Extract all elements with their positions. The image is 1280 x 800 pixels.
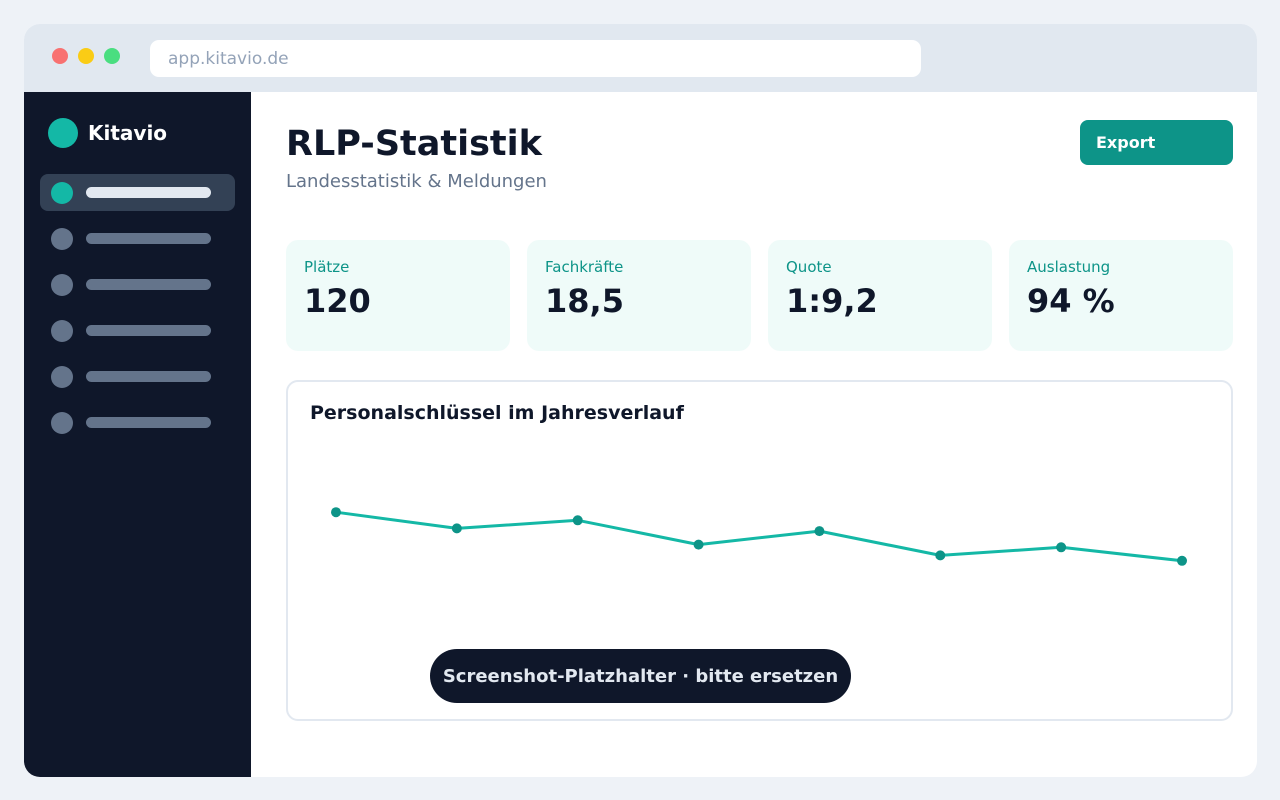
chart-card: Personalschlüssel im Jahresverlauf Scree…: [286, 380, 1233, 721]
kpi-label: Fachkräfte: [545, 258, 624, 276]
minimize-window-dot[interactable]: [78, 48, 94, 64]
sidebar-item-icon: [51, 366, 73, 388]
kpi-label: Plätze: [304, 258, 350, 276]
sidebar-item-4[interactable]: [40, 312, 235, 349]
sidebar-item-3[interactable]: [40, 266, 235, 303]
kpi-card-fachkraefte: Fachkräfte 18,5: [527, 240, 751, 351]
sidebar-item-6[interactable]: [40, 404, 235, 441]
chart-point-3: [572, 515, 583, 526]
sidebar-item-label-placeholder: [86, 279, 211, 290]
brand[interactable]: Kitavio: [48, 118, 167, 148]
kpi-label: Auslastung: [1027, 258, 1111, 276]
export-button[interactable]: Export: [1080, 120, 1233, 165]
kpi-value: 18,5: [545, 282, 624, 320]
kpi-card-plaetze: Plätze 120: [286, 240, 510, 351]
chart-point-5: [814, 526, 825, 537]
sidebar-item-2[interactable]: [40, 220, 235, 257]
sidebar-item-icon: [51, 320, 73, 342]
sidebar-item-label-placeholder: [86, 417, 211, 428]
chart-title: Personalschlüssel im Jahresverlauf: [310, 402, 684, 424]
chart-series-line: [335, 510, 1183, 563]
chart-point-2: [451, 523, 462, 534]
screenshot-placeholder-badge: Screenshot-Platzhalter · bitte ersetzen: [430, 649, 851, 703]
kpi-label: Quote: [786, 258, 832, 276]
brand-name: Kitavio: [88, 121, 168, 145]
browser-chrome: app.kitavio.de: [24, 24, 1257, 92]
kpi-card-auslastung: Auslastung 94 %: [1009, 240, 1233, 351]
page-title: RLP-Statistik: [286, 124, 542, 164]
sidebar-item-label-placeholder: [86, 371, 211, 382]
kpi-value: 1:9,2: [786, 282, 878, 320]
chart-point-6: [935, 550, 946, 561]
browser-window: app.kitavio.de Kitavio: [24, 24, 1257, 777]
kpi-value: 120: [304, 282, 371, 320]
sidebar: Kitavio: [24, 92, 251, 777]
kpi-card-quote: Quote 1:9,2: [768, 240, 992, 351]
chart-point-4: [693, 539, 704, 550]
page-subtitle: Landesstatistik & Meldungen: [286, 171, 547, 192]
close-window-dot[interactable]: [52, 48, 68, 64]
address-bar-url: app.kitavio.de: [168, 48, 289, 69]
sidebar-item-icon: [51, 274, 73, 296]
maximize-window-dot[interactable]: [104, 48, 120, 64]
sidebar-item-1[interactable]: [40, 174, 235, 211]
sidebar-item-icon: [51, 412, 73, 434]
sidebar-item-5[interactable]: [40, 358, 235, 395]
chart-point-8: [1177, 555, 1187, 566]
sidebar-item-icon: [51, 182, 73, 204]
sidebar-item-label-placeholder: [86, 187, 211, 198]
kpi-value: 94 %: [1027, 282, 1115, 320]
sidebar-item-label-placeholder: [86, 233, 211, 244]
sidebar-item-icon: [51, 228, 73, 250]
sidebar-item-label-placeholder: [86, 325, 211, 336]
brand-logo-icon: [48, 118, 78, 148]
line-chart: [331, 507, 1187, 566]
chart-point-1: [331, 507, 341, 518]
chart-point-7: [1056, 542, 1067, 553]
main-content: RLP-Statistik Landesstatistik & Meldunge…: [251, 92, 1257, 777]
address-bar[interactable]: app.kitavio.de: [150, 40, 921, 77]
